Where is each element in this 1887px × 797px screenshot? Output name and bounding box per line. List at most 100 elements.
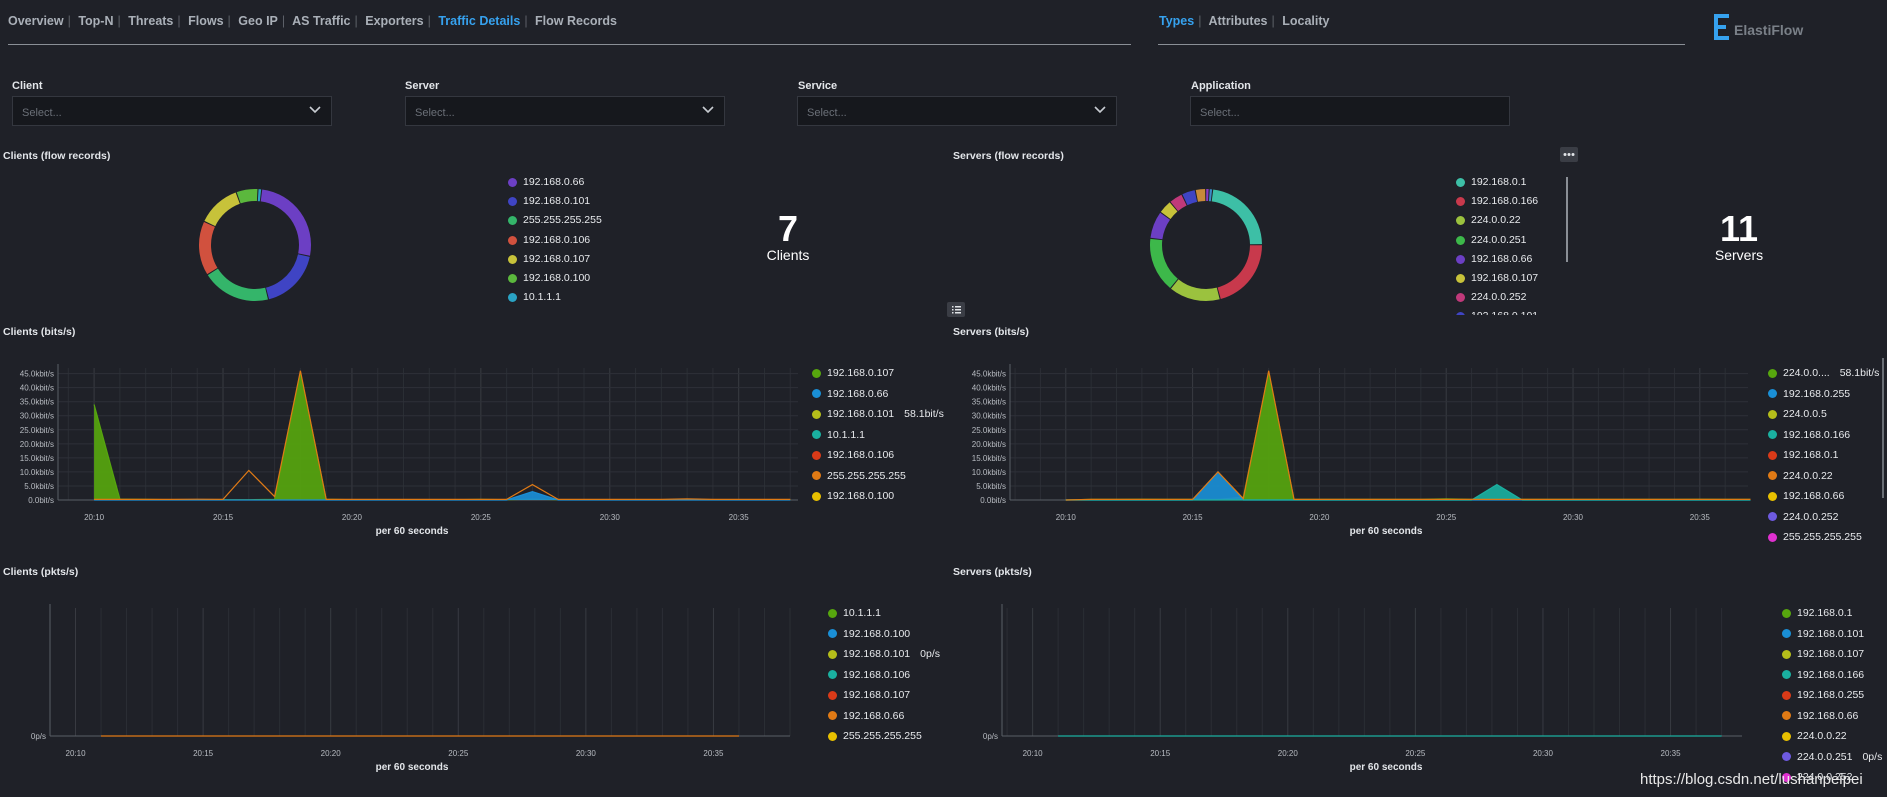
legend-item[interactable]: 192.168.0.107 — [1456, 269, 1538, 288]
legend-item[interactable]: 224.0.0.252 — [1782, 767, 1882, 788]
legend-label: 192.168.0.1 — [1471, 176, 1527, 188]
legend-label: 224.0.0.22 — [1471, 214, 1521, 227]
donut-slice[interactable] — [1206, 189, 1209, 202]
legend-item[interactable]: 192.168.0.166 — [1456, 192, 1538, 211]
servers-bits-legend-scrollbar[interactable] — [1882, 358, 1884, 498]
x-tick-label: 20:10 — [66, 749, 87, 758]
donut-slice[interactable] — [236, 189, 258, 204]
legend-item[interactable]: 192.168.0.66 — [508, 173, 602, 192]
legend-item[interactable]: 255.255.255.255 — [812, 466, 944, 487]
donut-slice[interactable] — [1195, 189, 1206, 202]
legend-item[interactable]: 192.168.0.101 58.1bit/s — [812, 404, 944, 425]
legend-item[interactable]: 192.168.0.107 — [508, 250, 602, 269]
tab-flow-records[interactable]: Flow Records — [535, 14, 618, 28]
donut-slice[interactable] — [260, 189, 311, 256]
legend-item[interactable]: 192.168.0.106 — [828, 665, 940, 686]
legend-item[interactable]: 224.0.0.5 — [1768, 404, 1879, 425]
legend-item[interactable]: 192.168.0.100 — [828, 624, 940, 645]
donut-slice[interactable] — [1217, 245, 1262, 300]
donut-slice[interactable] — [1208, 189, 1213, 202]
tab-exporters[interactable]: Exporters — [365, 14, 424, 28]
donut-slice[interactable] — [1150, 238, 1178, 288]
legend-item[interactable]: 224.0.0.252 — [1768, 507, 1879, 528]
legend-item[interactable]: 192.168.0.66 — [1768, 486, 1879, 507]
legend-item[interactable]: 224.0.0.22 — [1782, 726, 1882, 747]
tab-threats[interactable]: Threats — [128, 14, 174, 28]
donut-slice[interactable] — [266, 254, 310, 300]
donut-slice[interactable] — [199, 221, 218, 275]
legend-item[interactable]: 224.0.0.251 0p/s — [1782, 747, 1882, 768]
legend-item[interactable]: 192.168.0.66 — [828, 706, 940, 727]
servers-bits-title: Servers (bits/s) — [953, 326, 1029, 338]
series-line — [93, 372, 791, 501]
service-filter-select[interactable]: Select... — [797, 96, 1117, 126]
legend-item[interactable]: 192.168.0.166 — [1768, 425, 1879, 446]
legend-item[interactable]: 10.1.1.1 — [508, 288, 602, 307]
options-menu-button[interactable] — [1560, 147, 1578, 162]
nav-separator: | — [1198, 14, 1202, 28]
chevron-down-icon — [309, 106, 321, 114]
legend-item[interactable]: 192.168.0.100 — [812, 486, 944, 507]
legend-item[interactable]: 192.168.0.101 0p/s — [828, 644, 940, 665]
legend-label: 192.168.0.100 — [523, 271, 591, 284]
legend-item[interactable]: 192.168.0.166 — [1782, 665, 1882, 686]
servers-legend-scrollbar[interactable] — [1566, 177, 1568, 262]
clients-count-metric: 7 Clients — [748, 211, 828, 264]
legend-item[interactable]: 255.255.255.255 — [508, 211, 602, 230]
nav-separator: | — [227, 14, 231, 28]
donut-slice[interactable] — [1170, 194, 1187, 211]
servers-bits-chart: 0.0bit/s 5.0kbit/s 10.0kbit/s 15.0kbit/s 20.… — [972, 364, 1751, 537]
legend-item[interactable]: 192.168.0.66 — [1782, 706, 1882, 727]
legend-item[interactable]: 10.1.1.1 — [828, 603, 940, 624]
legend-item[interactable]: 192.168.0.1 — [1782, 603, 1882, 624]
legend-item[interactable]: 192.168.0.66 — [1456, 250, 1538, 269]
donut-slice[interactable] — [1170, 279, 1220, 301]
legend-item[interactable]: 255.255.255.255 — [1768, 527, 1879, 548]
legend-item[interactable]: 224.0.0.22 — [1456, 211, 1538, 230]
legend-item[interactable]: 192.168.0.107 — [812, 363, 944, 384]
legend-item[interactable]: 192.168.0.107 — [828, 685, 940, 706]
legend-item[interactable]: 192.168.0.106 — [508, 231, 602, 250]
donut-slice[interactable] — [1211, 189, 1262, 245]
legend-item[interactable]: 192.168.0.101 — [1456, 307, 1538, 315]
tab-top-n[interactable]: Top-N — [78, 14, 114, 28]
legend-item[interactable]: 224.0.0.... 58.1bit/s — [1768, 363, 1879, 384]
donut-slice[interactable] — [204, 192, 240, 227]
x-tick-label: 20:15 — [1150, 749, 1171, 758]
legend-item[interactable]: 192.168.0.101 — [1782, 624, 1882, 645]
subtab-types[interactable]: Types — [1159, 14, 1195, 28]
servers-donut-legend: 192.168.0.1 192.168.0.166 224.0.0.22 224.0.… — [1456, 173, 1538, 315]
legend-item[interactable]: 224.0.0.251 — [1456, 231, 1538, 250]
tab-flows[interactable]: Flows — [188, 14, 224, 28]
legend-toggle-button[interactable] — [947, 302, 965, 317]
clients-bits-title: Clients (bits/s) — [3, 326, 76, 338]
donut-slice[interactable] — [1182, 190, 1198, 206]
tab-traffic-details[interactable]: Traffic Details — [438, 14, 521, 28]
legend-item[interactable]: 192.168.0.255 — [1768, 384, 1879, 405]
legend-item[interactable]: 192.168.0.107 — [1782, 644, 1882, 665]
client-filter-select[interactable]: Select... — [12, 96, 332, 126]
legend-item[interactable]: 192.168.0.100 — [508, 269, 602, 288]
legend-item[interactable]: 192.168.0.66 — [812, 384, 944, 405]
legend-item[interactable]: 192.168.0.101 — [508, 192, 602, 211]
server-filter-select[interactable]: Select... — [405, 96, 725, 126]
legend-item[interactable]: 192.168.0.1 — [1768, 445, 1879, 466]
legend-item[interactable]: 10.1.1.1 — [812, 425, 944, 446]
donut-slice[interactable] — [1150, 212, 1171, 240]
legend-item[interactable]: 192.168.0.255 — [1782, 685, 1882, 706]
donut-slice[interactable] — [257, 189, 262, 202]
subtab-attributes[interactable]: Attributes — [1208, 14, 1268, 28]
tab-geo-ip[interactable]: Geo IP — [238, 14, 278, 28]
legend-item[interactable]: 192.168.0.1 — [1456, 173, 1538, 192]
donut-slice[interactable] — [207, 268, 268, 301]
donut-slice[interactable] — [1160, 202, 1178, 219]
tab-as-traffic[interactable]: AS Traffic — [292, 14, 351, 28]
subtab-locality[interactable]: Locality — [1282, 14, 1330, 28]
servers-count-label: Servers — [1714, 247, 1764, 263]
legend-item[interactable]: 255.255.255.255 — [828, 726, 940, 747]
legend-item[interactable]: 224.0.0.22 — [1768, 466, 1879, 487]
legend-item[interactable]: 192.168.0.106 — [812, 445, 944, 466]
legend-item[interactable]: 224.0.0.252 — [1456, 288, 1538, 307]
application-filter-input[interactable]: Select... — [1190, 96, 1510, 126]
tab-overview[interactable]: Overview — [8, 14, 64, 28]
